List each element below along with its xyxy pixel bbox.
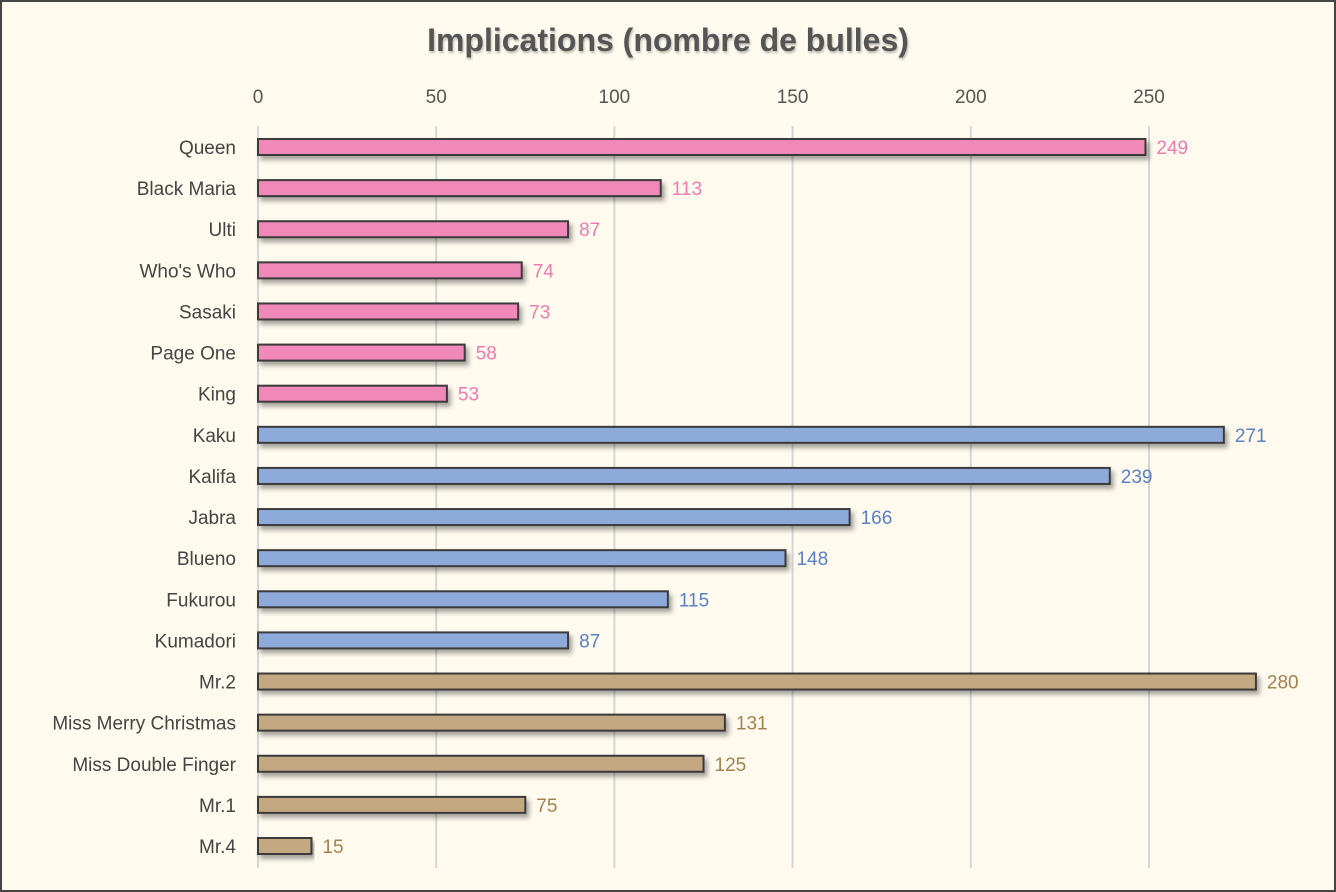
bar [257,549,787,568]
category-label: Kalifa [188,467,236,488]
category-label: Black Maria [137,179,237,200]
bar [257,713,726,732]
x-tick-label: 200 [955,87,987,108]
bar [257,179,662,198]
data-label: 53 [458,385,479,406]
category-label: Blueno [177,549,236,570]
bar [257,754,705,773]
category-label: Mr.2 [199,673,236,694]
x-tick-label: 250 [1133,87,1165,108]
data-label: 75 [536,796,557,817]
bar [257,261,523,280]
category-label: Fukurou [166,590,236,611]
category-label: Jabra [188,508,236,529]
bar [257,672,1257,691]
data-label: 166 [861,508,893,529]
x-tick-label: 0 [253,87,264,108]
data-label: 125 [715,755,747,776]
chart-title: Implications (nombre de bulles) [427,22,909,58]
data-label: 113 [672,179,702,200]
x-tick-label: 50 [426,87,447,108]
data-label: 87 [579,631,600,652]
data-label: 15 [322,837,343,858]
data-label: 73 [529,302,550,323]
x-tick-label: 100 [599,87,631,108]
bar [257,631,570,650]
category-label: Ulti [209,220,236,241]
bar [257,466,1111,485]
data-label: 271 [1235,426,1267,447]
data-label: 280 [1267,673,1299,694]
category-label: Who's Who [139,261,236,282]
bar [257,425,1225,444]
data-label: 239 [1121,467,1153,488]
data-label: 58 [476,344,497,365]
data-label: 74 [533,261,555,282]
bar [257,302,520,321]
bar [257,508,851,527]
bar [257,795,527,814]
category-label: Miss Double Finger [72,755,236,776]
data-label: 131 [736,714,768,735]
bar [257,343,466,362]
category-label: Queen [179,138,236,159]
bar [257,138,1147,156]
category-label: Sasaki [179,302,236,323]
bar [257,837,313,855]
category-label: Page One [150,344,236,365]
category-label: Kaku [193,426,236,447]
category-label: Mr.1 [199,796,236,817]
data-label: 249 [1156,138,1188,159]
x-tick-label: 150 [777,87,809,108]
data-label: 148 [796,549,828,570]
category-label: Mr.4 [199,837,236,858]
bar [257,384,448,403]
category-label: Miss Merry Christmas [52,714,236,735]
category-label: Kumadori [155,631,236,652]
bar [257,590,669,609]
data-label: 115 [679,590,709,611]
category-label: King [198,385,236,406]
bar [257,220,570,239]
data-label: 87 [579,220,600,241]
